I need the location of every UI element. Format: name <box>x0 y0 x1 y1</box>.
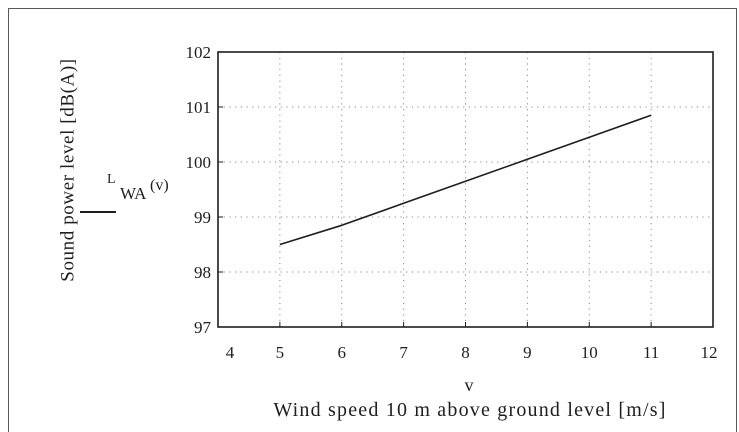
y-variable-subscript: WA <box>120 184 147 203</box>
x-tick-label: 10 <box>581 343 598 362</box>
x-tick-label: 12 <box>701 343 718 362</box>
figure-frame <box>8 8 737 432</box>
y-variable-symbol: L <box>107 172 116 187</box>
trace-line-sample <box>80 211 116 213</box>
x-variable-label: v <box>464 375 474 395</box>
x-tick-label: 4 <box>226 343 235 362</box>
y-tick-label: 102 <box>186 43 212 62</box>
x-tick-label: 9 <box>523 343 532 362</box>
y-axis-label: Sound power level [dB(A)] <box>57 58 79 282</box>
y-tick-label: 98 <box>194 263 211 282</box>
x-axis-label: Wind speed 10 m above ground level [m/s] <box>273 399 667 421</box>
y-tick-label: 101 <box>186 98 212 117</box>
y-variable-argument: (v) <box>150 177 169 194</box>
x-tick-label: 11 <box>643 343 659 362</box>
series-line <box>279 114 652 246</box>
x-tick-label: 7 <box>399 343 408 362</box>
y-tick-label: 97 <box>194 318 212 337</box>
plot-frame <box>217 51 714 328</box>
y-tick-label: 99 <box>194 208 211 227</box>
x-tick-label: 8 <box>461 343 470 362</box>
x-tick-label: 5 <box>276 343 285 362</box>
y-tick-label: 100 <box>186 153 212 172</box>
x-tick-label: 6 <box>338 343 347 362</box>
